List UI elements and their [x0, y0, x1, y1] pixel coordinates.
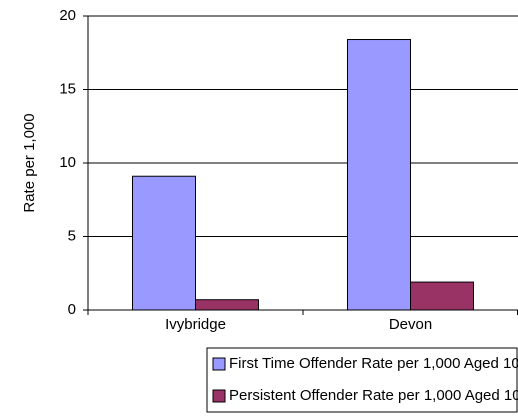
legend-label: Persistent Offender Rate per 1,000 Aged … [229, 387, 518, 404]
y-tick-label: 0 [68, 301, 76, 318]
legend-swatch [212, 389, 226, 403]
y-tick-label: 20 [59, 7, 76, 24]
bar [195, 299, 259, 311]
legend-box [206, 347, 518, 413]
y-axis-label: Rate per 1,000 [21, 113, 38, 212]
x-tick-label: Ivybridge [165, 316, 226, 333]
legend-label: First Time Offender Rate per 1,000 Aged … [229, 355, 518, 372]
legend-swatch [212, 357, 226, 371]
y-tick-label: 10 [59, 154, 76, 171]
bar [410, 281, 474, 311]
y-tick-label: 5 [68, 227, 76, 244]
y-tick-label: 15 [59, 80, 76, 97]
x-tick-label: Devon [389, 316, 432, 333]
bar [347, 39, 412, 311]
bar [132, 175, 197, 311]
